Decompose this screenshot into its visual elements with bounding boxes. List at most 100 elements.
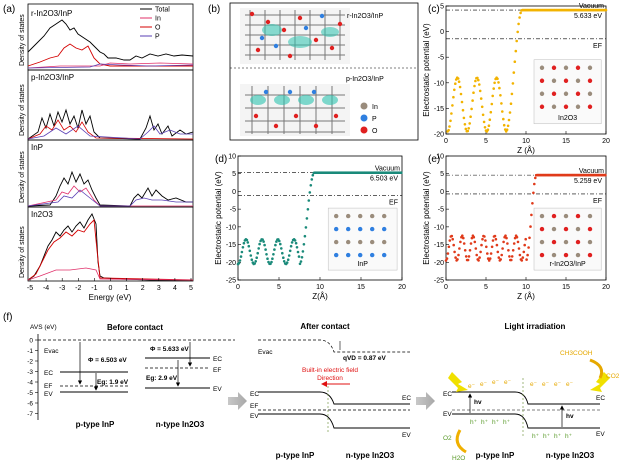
potential-point [461,108,465,112]
potential-point [308,191,312,194]
co2: CO2 [606,373,620,380]
potential-point [281,251,284,255]
potential-point [473,84,476,88]
panel-f: (f) AVS (eV) 0 -1 -2 -3 -4 -5 -6 -7 Before cont… [3,312,620,462]
x-tick-label: 10 [522,138,530,145]
potential-point [457,80,461,83]
in2o3-ec-label: EC [213,356,222,363]
potential-point [472,235,476,239]
potential-point [295,246,299,249]
potential-point [489,252,493,255]
potential-point [510,258,513,262]
y-axis-label: Electrostatic potential (eV) [422,23,431,117]
potential-point [296,250,300,254]
inp-eg: Eg: 1.9 eV [97,379,129,386]
inset-atom [346,213,351,219]
dos3-total [27,170,193,207]
potential-point [462,116,466,120]
potential-point [300,255,304,259]
avs-tick-label: -6 [27,400,33,407]
step-arrow-2 [416,392,435,410]
potential-point [466,258,470,262]
potential-point [463,249,467,252]
x-tick-label: 0 [444,284,448,291]
light-ec-label: EC [443,391,452,398]
potential-point [282,256,285,260]
potential-point [466,129,470,133]
panel-f-label: (f) [3,312,12,323]
dos-x-tick-label: 4 [173,285,177,292]
y-tick-label: -20 [434,132,444,139]
svg-text:(e): (e) [428,154,440,165]
potential-point [495,243,499,247]
potential-point [468,249,472,252]
potential-point [510,255,514,258]
potential-point [261,238,264,241]
potential-point [516,30,519,34]
inset-atom [539,78,545,83]
inset-atom [370,252,375,258]
potential-point [271,257,274,261]
potential-point [517,22,520,26]
potential-point [496,250,500,254]
dos-x-tick-label: -1 [91,285,97,292]
inset-atom [551,239,557,245]
inset-atom [575,252,581,258]
potential-point [270,260,273,264]
inset-atom [539,65,545,70]
avs-tick-label: 0 [29,337,33,344]
potential-point [468,122,472,125]
inset-atom [358,226,363,232]
inset-atom [539,104,545,109]
before-inp-label: p-type InP [76,420,115,429]
dos3-p [27,189,193,207]
potential-point [446,252,450,255]
potential-point [264,248,267,251]
dos-ylabel-2: Density of states [19,84,26,136]
h2o: H2O [452,455,465,462]
potential-point [248,249,252,253]
potential-point [245,238,249,242]
potential-point [309,184,313,187]
inset-atom [539,213,545,219]
vacuum-label: Vacuum [579,168,604,175]
after-ev-label: EV [250,413,259,420]
potential-point [303,234,307,238]
potential-point [497,256,501,259]
potential-point [498,86,501,90]
potential-point [273,248,276,251]
potential-point [501,247,504,250]
light-ev [452,413,600,429]
inp-ef-label: EF [44,383,52,390]
inset-atom [539,252,545,258]
potential-point [474,247,478,250]
dos-ylabel-1: Density of states [19,14,26,66]
light-in2o3-label: n-type In2O3 [546,451,595,460]
inset-atom [575,65,581,70]
electron-7: e⁻ [554,381,562,388]
inset-atom [539,239,545,245]
potential-point [256,251,260,255]
potential-point [507,249,510,252]
light-ec-label-right: EC [596,395,605,402]
inset-atom [346,252,351,258]
potential-point [290,241,294,244]
potential-point [512,71,516,74]
potential-point [518,16,521,19]
inset-title: InP [357,261,368,268]
inset-atom [358,239,363,245]
electron-8: e⁻ [566,381,574,388]
inset-atom [370,239,375,245]
hole-6: h⁺ [543,433,551,440]
potential-point [285,261,289,264]
inset-atom [382,226,387,232]
dos2-p [27,125,193,140]
x-tick-label: 5 [277,284,281,291]
potential-point [480,105,484,109]
potential-point [511,82,515,85]
potential-point [247,244,251,248]
potential-point [454,256,457,259]
inset-atom [587,78,593,83]
potential-point [265,253,268,256]
potential-point [481,113,485,117]
